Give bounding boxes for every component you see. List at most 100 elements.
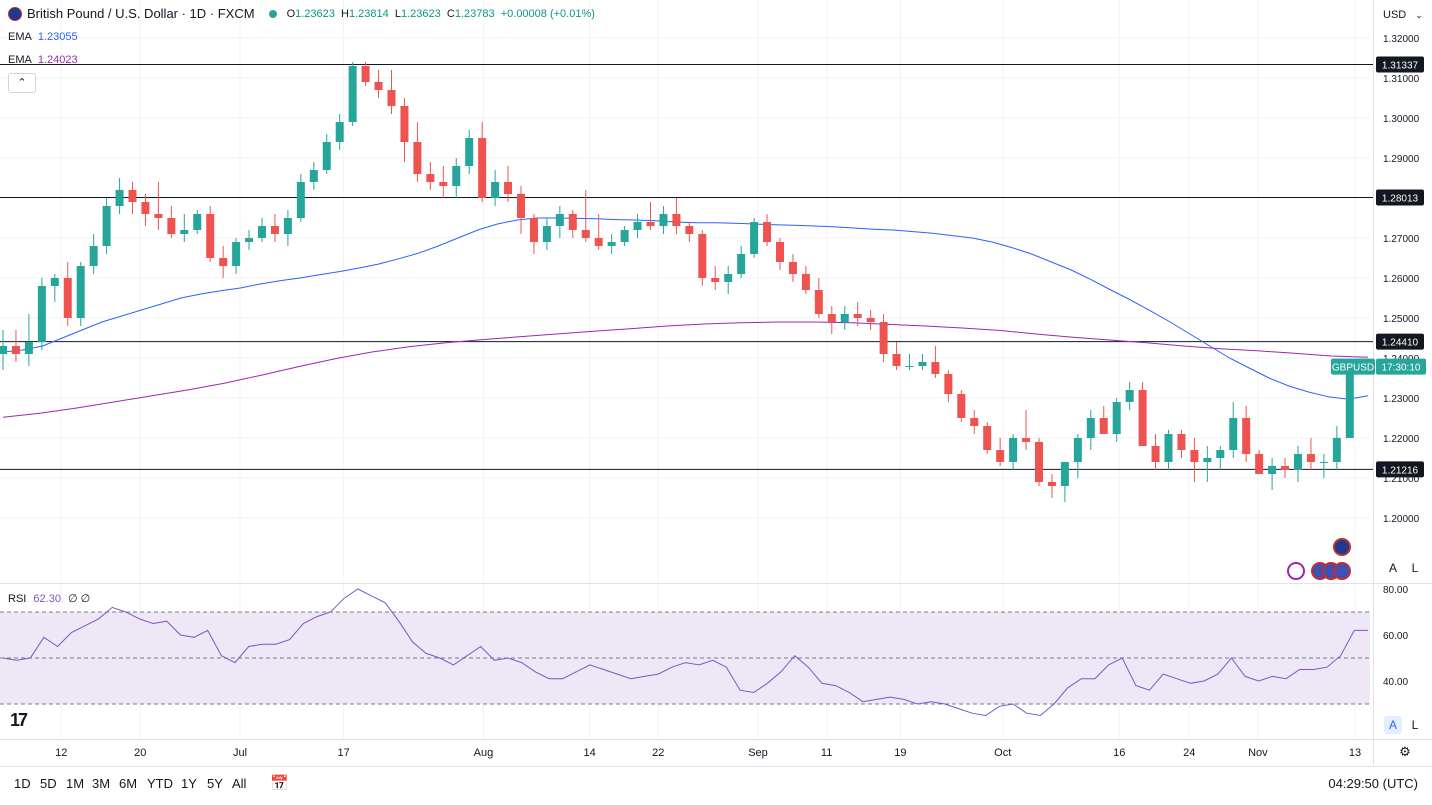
candle-body <box>1060 462 1069 486</box>
ema-slow-line <box>2 321 1368 418</box>
log-scale-button[interactable]: L <box>1411 561 1419 575</box>
level-price-tag-label: 1.28013 <box>1382 193 1419 204</box>
level-price-tag <box>1376 333 1424 350</box>
range-1y[interactable]: 1Y <box>181 776 197 791</box>
currency-button[interactable]: USD ⌄ <box>1383 9 1423 21</box>
candle-body <box>957 394 966 418</box>
candle-body <box>944 374 953 394</box>
range-5d[interactable]: 5D <box>40 776 57 791</box>
range-all[interactable]: All <box>232 776 247 791</box>
level-price-tag-label: 1.31337 <box>1382 61 1419 72</box>
candle-body <box>374 82 383 90</box>
bottom-toolbar: 1D 5D 1M 3M 6M YTD 1Y 5Y All 📅 04:29:50 … <box>0 766 1432 801</box>
candle-body <box>296 182 305 218</box>
collapse-legend-button[interactable]: ⌃ <box>8 73 36 93</box>
candle-body <box>1332 438 1341 462</box>
candle-body <box>154 214 163 218</box>
symbol-tag-label: GBPUSD <box>1332 363 1374 374</box>
countdown-tag-label: 17:30:10 <box>1382 363 1421 374</box>
utc-clock[interactable]: 04:29:50 (UTC) <box>1328 776 1418 791</box>
candle-body <box>322 142 331 170</box>
time-tick-label: Aug <box>474 747 494 759</box>
candle-body <box>983 426 992 450</box>
price-tick-label: 1.32000 <box>1383 34 1420 45</box>
price-tick-label: 1.21000 <box>1383 474 1420 485</box>
candle-body <box>646 222 655 226</box>
candle-body <box>1216 450 1225 458</box>
candle-body <box>1112 402 1121 434</box>
candle-body <box>620 230 629 242</box>
candle-body <box>711 278 720 282</box>
candle-body <box>659 214 668 226</box>
candle-body <box>996 450 1005 462</box>
candle-body <box>387 90 396 106</box>
candle-body <box>1190 450 1199 462</box>
candle-body <box>581 230 590 238</box>
candle-body <box>1203 458 1212 462</box>
candle-body <box>866 318 875 322</box>
candle-body <box>788 262 797 274</box>
flash-event-icon[interactable] <box>1287 562 1305 580</box>
time-tick-label: 11 <box>821 747 832 759</box>
candle-body <box>180 230 189 234</box>
rsi-auto-scale-button[interactable]: A <box>1384 716 1402 734</box>
auto-scale-button[interactable]: A <box>1388 561 1397 575</box>
gbp-event-icon[interactable] <box>1333 538 1351 556</box>
price-tick-label: 1.20000 <box>1383 514 1420 525</box>
candle-body <box>348 66 357 122</box>
rsi-log-scale-button[interactable]: L <box>1411 718 1419 732</box>
range-5y[interactable]: 5Y <box>207 776 223 791</box>
candle-body <box>633 222 642 230</box>
calendar-icon[interactable]: 📅 <box>270 775 289 792</box>
usd-event-icon-3[interactable] <box>1333 562 1351 580</box>
time-tick-label: 22 <box>652 747 664 759</box>
ema-slow-legend[interactable]: EMA 1.24023 <box>8 54 78 66</box>
time-tick-label: Oct <box>994 747 1011 759</box>
candle-body <box>1086 418 1095 438</box>
candle-body <box>776 242 784 262</box>
price-tick-label: 1.31000 <box>1383 74 1420 85</box>
tradingview-logo: 17 <box>10 710 28 730</box>
candle-body <box>89 246 98 266</box>
candle-body <box>1268 466 1277 474</box>
ema-fast-legend[interactable]: EMA 1.23055 <box>8 31 78 43</box>
candle-body <box>698 234 707 278</box>
candle-body <box>270 226 279 234</box>
range-1d[interactable]: 1D <box>14 776 31 791</box>
range-ytd[interactable]: YTD <box>147 776 173 791</box>
candle-body <box>115 190 124 206</box>
candle-body <box>128 190 137 202</box>
candle-body <box>970 418 979 426</box>
rsi-legend[interactable]: RSI 62.30 ∅ ∅ <box>8 593 91 605</box>
candle-body <box>1177 434 1186 450</box>
candle-body <box>219 258 228 266</box>
candle-body <box>1229 418 1238 450</box>
candle-body <box>50 278 59 286</box>
candle-body <box>853 314 862 318</box>
range-6m[interactable]: 6M <box>119 776 138 791</box>
symbol-title[interactable]: British Pound / U.S. Dollar · 1D · FXCM <box>27 6 255 21</box>
time-tick-label: 16 <box>1113 747 1125 759</box>
candle-body <box>465 138 474 166</box>
price-tick-label: 1.26000 <box>1383 274 1420 285</box>
candle-body <box>607 242 616 246</box>
candle-body <box>517 194 525 218</box>
chart-header: British Pound / U.S. Dollar · 1D · FXCM … <box>8 6 595 21</box>
range-1m[interactable]: 1M <box>66 776 85 791</box>
candle-body <box>685 226 694 234</box>
ohlc-change: +0.00008 (+0.01%) <box>500 7 595 20</box>
price-tick-label: 1.25000 <box>1383 314 1420 325</box>
level-price-tag <box>1376 461 1424 478</box>
rsi-line <box>2 588 1368 717</box>
candle-body <box>258 226 266 238</box>
candle-body <box>542 226 551 242</box>
candle-body <box>763 222 772 242</box>
candle-body <box>568 214 577 230</box>
settings-gear-icon[interactable]: ⚙ <box>1399 744 1411 759</box>
candle-body <box>478 138 487 198</box>
gbp-usd-flag-icon <box>8 6 22 21</box>
candle-body <box>672 214 681 226</box>
candle-body <box>245 238 254 242</box>
range-3m[interactable]: 3M <box>92 776 111 791</box>
